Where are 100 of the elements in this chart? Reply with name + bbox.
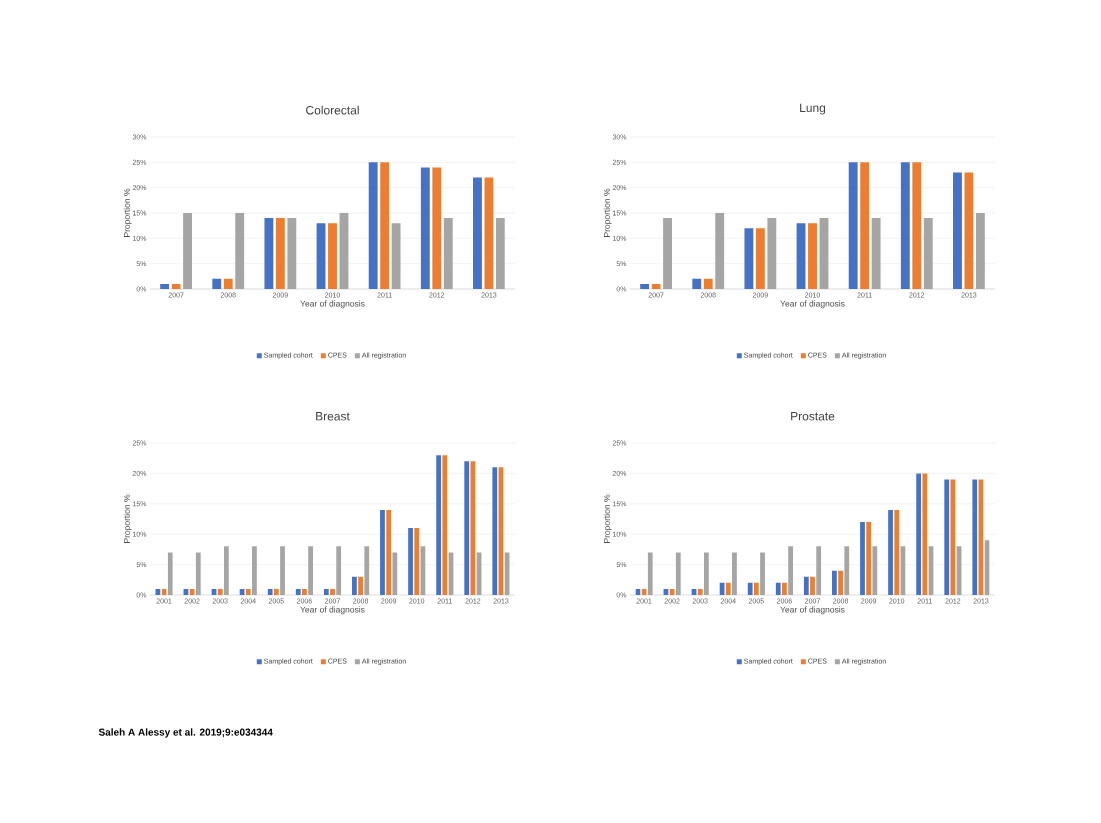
y-axis-title: Proportion %	[123, 494, 132, 543]
bar	[860, 162, 870, 289]
bar	[275, 218, 285, 289]
bar	[922, 473, 928, 595]
chart-title: Prostate	[791, 412, 835, 421]
bar	[697, 588, 703, 595]
bar	[838, 570, 843, 595]
bar	[703, 278, 713, 289]
bar	[819, 218, 829, 289]
bar	[442, 455, 448, 595]
bar	[280, 546, 285, 595]
bar	[295, 588, 301, 595]
bar	[273, 588, 279, 595]
bar	[753, 582, 759, 595]
bar	[810, 576, 815, 595]
bar	[715, 213, 725, 289]
bar	[235, 213, 245, 289]
bar	[380, 162, 390, 289]
bar	[872, 546, 878, 595]
chart-title: Breast	[316, 412, 350, 421]
bar	[212, 278, 222, 289]
bar	[848, 162, 858, 289]
bar	[328, 223, 337, 289]
bar	[414, 528, 420, 595]
bar	[443, 218, 453, 289]
bar	[330, 588, 335, 595]
bar	[368, 162, 378, 289]
bar	[972, 479, 978, 595]
bar	[923, 218, 933, 289]
bar	[195, 552, 201, 595]
bar	[223, 546, 229, 595]
bar	[675, 552, 681, 595]
bar	[183, 213, 192, 289]
bar	[860, 522, 865, 595]
bar	[788, 546, 793, 595]
y-axis-title: Proportion %	[123, 188, 132, 237]
bar	[803, 576, 809, 595]
bar	[171, 283, 181, 289]
bar	[492, 467, 498, 595]
bar	[647, 552, 653, 595]
x-axis-title: Year of diagnosis	[780, 300, 845, 309]
text: Saleh A Alessy et al. 2019;9:e034344	[98, 728, 273, 738]
bar	[844, 546, 850, 595]
chart-title: Lung	[800, 103, 826, 115]
bar	[900, 162, 910, 289]
bar	[252, 546, 257, 595]
bar	[432, 167, 442, 289]
bar	[808, 223, 817, 289]
bar	[755, 228, 765, 289]
bar	[267, 588, 273, 595]
x-axis-title: Year of diagnosis	[300, 606, 365, 615]
bar	[953, 172, 962, 289]
bar	[245, 588, 251, 595]
bar	[484, 177, 494, 289]
bar	[316, 223, 326, 289]
x-axis-title: Year of diagnosis	[300, 300, 365, 309]
bar	[495, 218, 505, 289]
bar	[473, 177, 482, 289]
bar	[816, 546, 822, 595]
bar	[775, 582, 781, 595]
chart-title: Colorectal	[306, 105, 359, 115]
bar	[436, 455, 442, 595]
bar	[420, 167, 430, 289]
bar	[703, 552, 709, 595]
bar	[944, 479, 950, 595]
bar	[692, 278, 702, 289]
bar	[871, 218, 881, 289]
bar	[264, 218, 274, 289]
y-axis-title: Proportion %	[603, 188, 612, 237]
bar	[975, 213, 985, 289]
bar	[155, 588, 161, 595]
bar	[339, 213, 349, 289]
bar	[386, 509, 392, 595]
bar	[391, 223, 401, 289]
bar	[336, 546, 342, 595]
bar	[796, 223, 806, 289]
bar	[323, 588, 329, 595]
bar	[217, 588, 223, 595]
bar	[760, 552, 765, 595]
bar	[380, 509, 385, 595]
bar	[640, 283, 650, 289]
bar	[287, 218, 297, 289]
bar	[866, 522, 872, 595]
bar	[782, 582, 787, 595]
bar	[464, 461, 470, 595]
bar	[732, 552, 737, 595]
bar	[663, 218, 672, 289]
bar	[364, 546, 370, 595]
bar	[189, 588, 195, 595]
bar	[669, 588, 675, 595]
bar	[223, 278, 233, 289]
bar	[167, 552, 173, 595]
bar	[651, 283, 661, 289]
bar	[744, 228, 754, 289]
bar	[358, 576, 363, 595]
y-axis-title: Proportion %	[603, 494, 612, 543]
bar	[747, 582, 753, 595]
bar	[832, 570, 837, 595]
bar	[888, 509, 893, 595]
bar	[725, 582, 731, 595]
